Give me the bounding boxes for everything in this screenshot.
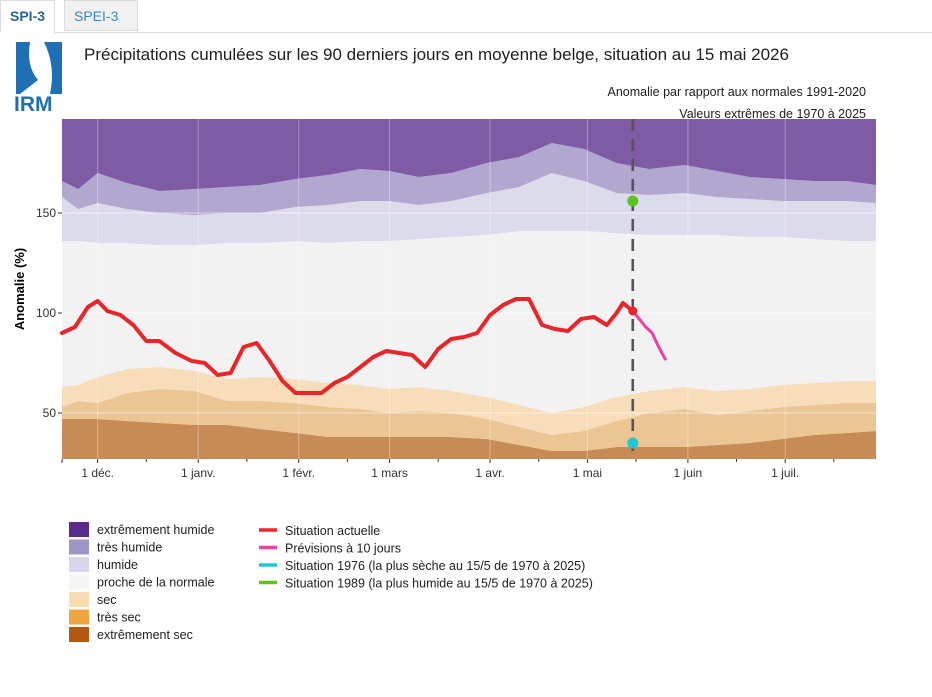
legend-label: Situation 1976 (la plus sèche au 15/5 de… <box>285 559 585 573</box>
band-très-humide <box>62 143 876 215</box>
irm-logo: IRM <box>14 42 62 116</box>
legend-swatch <box>69 522 89 537</box>
legend-label: très humide <box>97 541 162 555</box>
y-tick-label: 100 <box>36 306 56 320</box>
band-humide <box>62 173 876 245</box>
legend-label: très sec <box>97 611 141 625</box>
x-tick-label: 1 juil. <box>771 466 799 480</box>
band-sec <box>62 367 876 435</box>
legend-label: extrêmement humide <box>97 523 214 537</box>
forecast-line <box>631 309 667 361</box>
irm-logo-text: IRM <box>14 93 53 116</box>
legend-swatch <box>69 539 89 555</box>
band-proche-de-la-normale <box>62 231 876 413</box>
series-point-2 <box>627 437 639 449</box>
x-tick-label: 1 mars <box>371 466 408 480</box>
chart-subtitle-2: Valeurs extrêmes de 1970 à 2025 <box>679 107 866 121</box>
x-tick-label: 1 juin <box>674 466 703 480</box>
y-tick-label: 150 <box>36 206 56 220</box>
x-tick-label: 1 mai <box>573 466 602 480</box>
band-extrêmement-sec <box>62 419 876 459</box>
x-tick-label: 1 févr. <box>282 466 315 480</box>
x-tick-label: 1 déc. <box>81 466 114 480</box>
legend-label: Situation 1989 (la plus humide au 15/5 d… <box>285 577 593 591</box>
current-situation-line <box>60 297 635 395</box>
legend-swatch <box>69 557 89 572</box>
legend-label: proche de la normale <box>97 576 214 590</box>
band-très-sec <box>62 389 876 451</box>
tab-spi-3[interactable]: SPI-3 <box>0 0 56 33</box>
legend-label: Prévisions à 10 jours <box>285 542 401 556</box>
chart-subtitle-1: Anomalie par rapport aux normales 1991-2… <box>608 85 867 99</box>
legend-label: humide <box>97 558 138 572</box>
legend-swatch <box>69 609 89 625</box>
tab-bar: SPI-3 SPEI-3 <box>0 0 932 33</box>
legend: extrêmement humide très humide humide proch… <box>69 522 593 642</box>
x-tick-label: 1 janv. <box>181 466 215 480</box>
y-tick-label: 50 <box>43 406 57 420</box>
legend-swatch <box>69 574 89 590</box>
spi-chart: IRM Précipitations cumulées sur les 90 d… <box>12 42 876 642</box>
legend-label: sec <box>97 593 116 607</box>
tab-spei-3[interactable]: SPEI-3 <box>64 0 138 31</box>
y-axis-label: Anomalie (%) <box>12 248 27 330</box>
legend-swatch <box>69 627 89 642</box>
legend-label: Situation actuelle <box>285 524 380 538</box>
x-tick-label: 1 avr. <box>475 466 504 480</box>
series-point-3 <box>627 195 639 207</box>
legend-label: extrêmement sec <box>97 628 193 642</box>
current-value-point <box>628 306 638 316</box>
plot-area: 50 100 150 1 déc. 1 janv. 1 févr. 1 mars 1 avr.… <box>36 119 876 480</box>
irm-logo-mark <box>16 42 62 94</box>
chart-title: Précipitations cumulées sur les 90 derni… <box>84 45 789 64</box>
legend-swatch <box>69 592 89 607</box>
band-extrêmement-humide <box>62 119 876 191</box>
